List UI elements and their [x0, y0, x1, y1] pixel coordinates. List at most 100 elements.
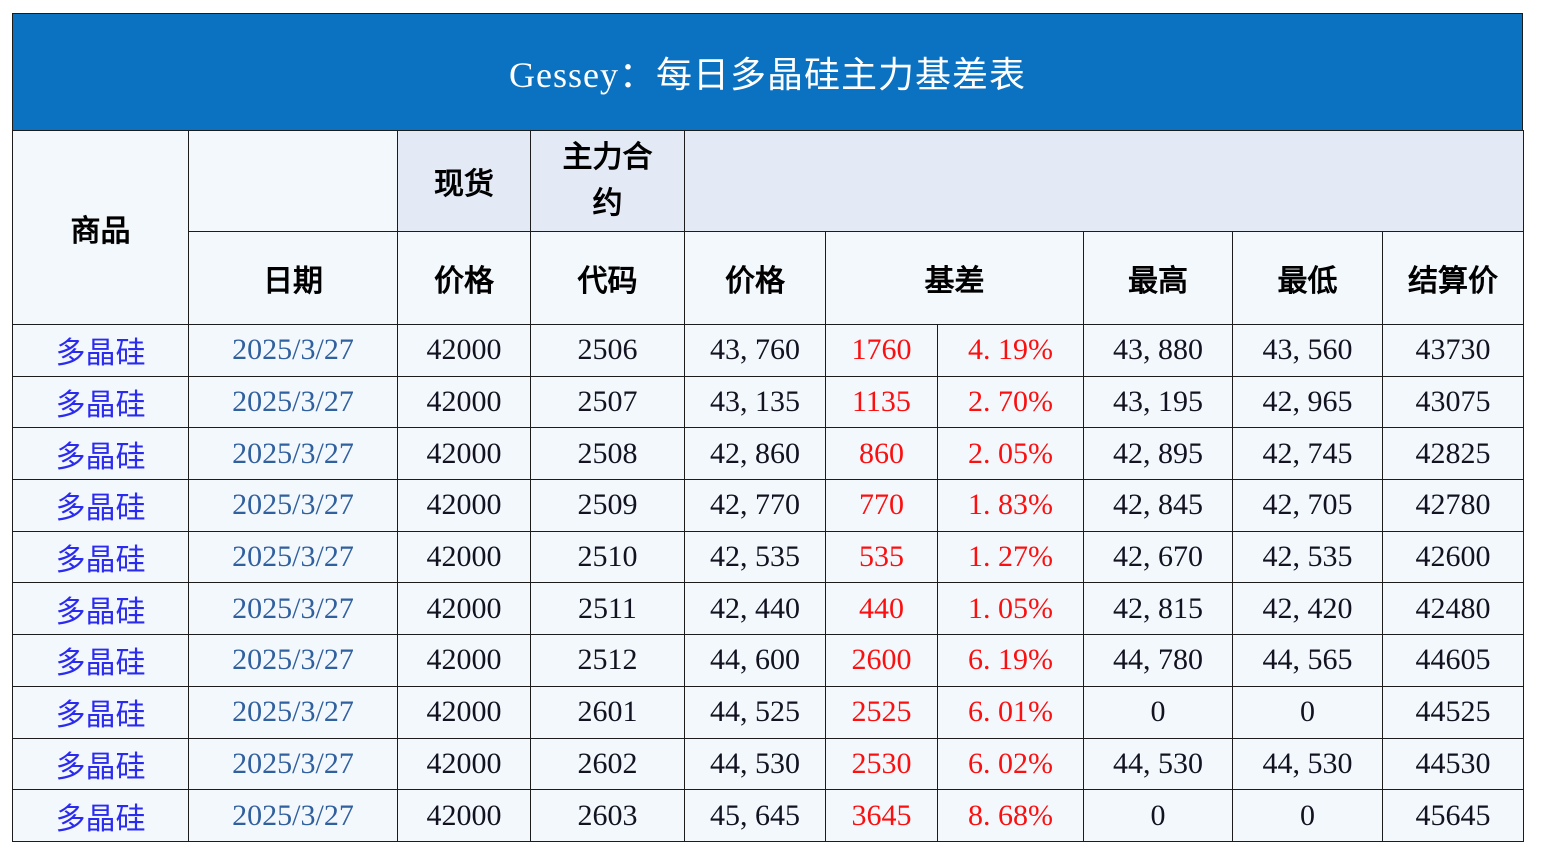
cell-date: 2025/3/27 [188, 479, 398, 532]
header-spot: 现货 [397, 130, 531, 232]
table-row: 多晶硅 2025/3/27 42000 2508 42, 860 860 2. … [12, 427, 1525, 481]
cell-code: 2508 [530, 427, 685, 481]
basis-table: 商品 现货 主力合约 日期 价格 代码 价格 基差 最高 最低 结算价 多晶硅 … [12, 130, 1525, 842]
cell-high: 43, 880 [1083, 324, 1233, 377]
cell-commodity: 多晶硅 [12, 789, 189, 842]
cell-price: 43, 135 [684, 375, 826, 429]
cell-price: 44, 525 [684, 685, 826, 739]
cell-basis-pct: 1. 83% [937, 479, 1084, 532]
cell-price: 45, 645 [684, 789, 826, 842]
cell-spot-price: 42000 [397, 582, 531, 636]
cell-settlement: 43075 [1381, 375, 1525, 429]
header-main-contract: 主力合约 [530, 130, 685, 232]
cell-commodity: 多晶硅 [12, 427, 189, 481]
cell-low: 42, 420 [1232, 582, 1383, 636]
table-row: 多晶硅 2025/3/27 42000 2601 44, 525 2525 6.… [12, 685, 1525, 739]
cell-commodity: 多晶硅 [12, 530, 189, 584]
cell-low: 0 [1232, 685, 1383, 739]
cell-basis: 440 [825, 582, 938, 636]
table-row: 多晶硅 2025/3/27 42000 2511 42, 440 440 1. … [12, 582, 1525, 636]
cell-high: 0 [1083, 685, 1233, 739]
cell-basis: 2525 [825, 685, 938, 739]
cell-settlement: 45645 [1381, 789, 1525, 842]
cell-basis-pct: 8. 68% [937, 789, 1084, 842]
cell-price: 42, 440 [684, 582, 826, 636]
table-row: 多晶硅 2025/3/27 42000 2506 43, 760 1760 4.… [12, 324, 1525, 377]
cell-high: 43, 195 [1083, 375, 1233, 429]
cell-basis: 770 [825, 479, 938, 532]
cell-date: 2025/3/27 [188, 375, 398, 429]
cell-high: 44, 530 [1083, 737, 1233, 791]
table-title-banner: Gessey：每日多晶硅主力基差表 [12, 13, 1523, 130]
header-blank-above-date [188, 130, 398, 232]
cell-price: 42, 860 [684, 427, 826, 481]
cell-basis-pct: 6. 02% [937, 737, 1084, 791]
cell-spot-price: 42000 [397, 685, 531, 739]
header-settlement: 结算价 [1381, 231, 1525, 325]
cell-spot-price: 42000 [397, 789, 531, 842]
cell-high: 42, 815 [1083, 582, 1233, 636]
header-commodity: 商品 [12, 130, 189, 325]
header-high: 最高 [1083, 231, 1233, 325]
cell-price: 44, 600 [684, 634, 826, 687]
table-row: 多晶硅 2025/3/27 42000 2507 43, 135 1135 2.… [12, 375, 1525, 429]
cell-spot-price: 42000 [397, 324, 531, 377]
cell-settlement: 43730 [1381, 324, 1525, 377]
cell-spot-price: 42000 [397, 479, 531, 532]
cell-spot-price: 42000 [397, 375, 531, 429]
cell-low: 42, 535 [1232, 530, 1383, 584]
header-row-1: 商品 现货 主力合约 [12, 130, 1525, 325]
header-main-contract-label: 主力合约 [562, 140, 653, 221]
cell-basis: 3645 [825, 789, 938, 842]
header-low: 最低 [1232, 231, 1383, 325]
cell-spot-price: 42000 [397, 530, 531, 584]
cell-code: 2509 [530, 479, 685, 532]
cell-date: 2025/3/27 [188, 582, 398, 636]
cell-settlement: 42780 [1381, 479, 1525, 532]
table-row: 多晶硅 2025/3/27 42000 2602 44, 530 2530 6.… [12, 737, 1525, 791]
cell-date: 2025/3/27 [188, 324, 398, 377]
table-row: 多晶硅 2025/3/27 42000 2510 42, 535 535 1. … [12, 530, 1525, 584]
cell-spot-price: 42000 [397, 427, 531, 481]
header-date: 日期 [188, 231, 398, 325]
cell-commodity: 多晶硅 [12, 582, 189, 636]
cell-low: 0 [1232, 789, 1383, 842]
header-spot-price: 价格 [397, 231, 531, 325]
cell-high: 44, 780 [1083, 634, 1233, 687]
cell-commodity: 多晶硅 [12, 737, 189, 791]
cell-settlement: 44525 [1381, 685, 1525, 739]
cell-code: 2511 [530, 582, 685, 636]
cell-basis-pct: 2. 70% [937, 375, 1084, 429]
cell-high: 42, 845 [1083, 479, 1233, 532]
cell-date: 2025/3/27 [188, 634, 398, 687]
cell-spot-price: 42000 [397, 737, 531, 791]
cell-code: 2510 [530, 530, 685, 584]
cell-basis-pct: 4. 19% [937, 324, 1084, 377]
cell-code: 2601 [530, 685, 685, 739]
cell-code: 2603 [530, 789, 685, 842]
basis-table-sheet: Gessey：每日多晶硅主力基差表 商品 现货 主力合约 日期 价格 代码 价格… [12, 13, 1525, 842]
header-row-2: 日期 价格 代码 价格 基差 最高 最低 结算价 [13, 231, 1525, 325]
cell-basis-pct: 2. 05% [937, 427, 1084, 481]
cell-basis-pct: 6. 01% [937, 685, 1084, 739]
cell-low: 42, 965 [1232, 375, 1383, 429]
cell-settlement: 42600 [1381, 530, 1525, 584]
cell-code: 2602 [530, 737, 685, 791]
cell-commodity: 多晶硅 [12, 324, 189, 377]
cell-commodity: 多晶硅 [12, 479, 189, 532]
cell-low: 42, 745 [1232, 427, 1383, 481]
cell-settlement: 42825 [1381, 427, 1525, 481]
cell-settlement: 42480 [1381, 582, 1525, 636]
table-title: Gessey：每日多晶硅主力基差表 [509, 55, 1026, 95]
cell-spot-price: 42000 [397, 634, 531, 687]
header-basis: 基差 [825, 231, 1084, 325]
cell-low: 44, 530 [1232, 737, 1383, 791]
header-price: 价格 [684, 231, 826, 325]
header-code: 代码 [530, 231, 685, 325]
table-row: 多晶硅 2025/3/27 42000 2603 45, 645 3645 8.… [12, 789, 1525, 842]
cell-settlement: 44530 [1381, 737, 1525, 791]
cell-price: 43, 760 [684, 324, 826, 377]
cell-basis-pct: 6. 19% [937, 634, 1084, 687]
cell-high: 42, 895 [1083, 427, 1233, 481]
cell-date: 2025/3/27 [188, 530, 398, 584]
